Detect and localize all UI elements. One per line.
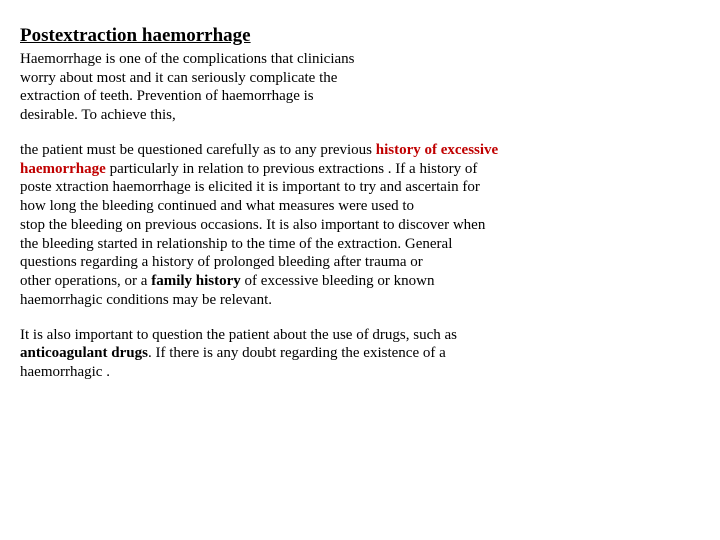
text-line: haemorrhagic conditions may be relevant.: [20, 292, 272, 308]
text-line: the patient must be questioned carefully…: [20, 142, 376, 158]
text-line: Haemorrhage is one of the complications …: [20, 51, 354, 67]
text-line: . If there is any doubt regarding the ex…: [148, 345, 446, 361]
highlight-history: history of excessive: [376, 142, 498, 158]
text-line: stop the bleeding on previous occasions.…: [20, 217, 485, 233]
highlight-family-history: family history: [151, 273, 241, 289]
text-line: haemorrhagic .: [20, 364, 110, 380]
text-line: poste xtraction haemorrhage is elicited …: [20, 179, 480, 195]
text-line: worry about most and it can seriously co…: [20, 70, 337, 86]
text-line: questions regarding a history of prolong…: [20, 254, 423, 270]
text-line: It is also important to question the pat…: [20, 327, 457, 343]
body-paragraph-2: It is also important to question the pat…: [20, 326, 700, 382]
body-paragraph-1: the patient must be questioned carefully…: [20, 141, 700, 310]
text-line: of excessive bleeding or known: [241, 273, 435, 289]
highlight-anticoagulant: anticoagulant drugs: [20, 345, 148, 361]
text-line: desirable. To achieve this,: [20, 107, 176, 123]
text-line: extraction of teeth. Prevention of haemo…: [20, 88, 314, 104]
text-line: the bleeding started in relationship to …: [20, 236, 452, 252]
page-title: Postextraction haemorrhage: [20, 24, 700, 48]
text-line: particularly in relation to previous ext…: [106, 161, 478, 177]
text-line: other operations, or a: [20, 273, 151, 289]
text-line: how long the bleeding continued and what…: [20, 198, 414, 214]
highlight-haemorrhage: haemorrhage: [20, 161, 106, 177]
intro-paragraph: Haemorrhage is one of the complications …: [20, 50, 700, 125]
